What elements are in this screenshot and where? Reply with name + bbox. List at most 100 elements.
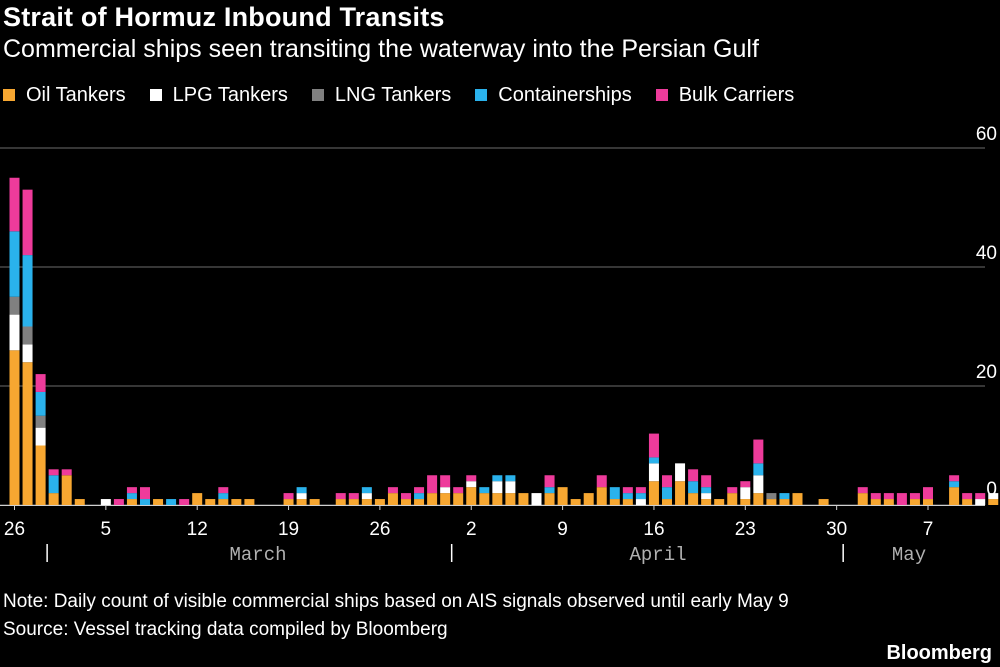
bar-segment [361, 499, 372, 505]
bar-segment [401, 493, 411, 500]
bar-segment [296, 487, 307, 494]
bar-segment [218, 487, 229, 494]
month-label: March [229, 544, 286, 566]
bar-segment [22, 344, 33, 363]
bar-segment [283, 493, 294, 500]
bar-segment [9, 314, 20, 351]
bar-segment [100, 499, 111, 505]
bar-segment [544, 475, 555, 488]
bar-segment [962, 493, 973, 500]
bar-segment [688, 481, 699, 494]
bar-segment [179, 499, 190, 505]
bar-segment [635, 487, 646, 494]
bar-segment [544, 487, 555, 494]
legend-swatch-bulk-carriers [655, 89, 668, 101]
bar-segment [427, 475, 438, 494]
bar-segment [126, 499, 137, 505]
bar-segment [622, 493, 633, 500]
bar-segment [766, 493, 777, 500]
legend-swatch-oil-tankers [3, 89, 15, 101]
bar-segment [361, 487, 372, 494]
bar-segment [492, 475, 503, 482]
bar-segment [909, 499, 920, 505]
bar-segment [35, 391, 46, 416]
bar-segment [414, 499, 425, 505]
bar-segment [949, 481, 960, 488]
bar-segment [414, 487, 425, 494]
bar-segment [896, 493, 907, 505]
bar-segment [962, 499, 973, 505]
bar-segment [648, 457, 659, 464]
bar-segment [9, 231, 20, 297]
bar-segment [779, 493, 790, 500]
bar-segment [140, 499, 150, 505]
x-tick-label: 26 [4, 519, 25, 540]
bar-segment [414, 493, 425, 500]
axes: 60 40 20 0 26 5 12 19 26 2 9 16 23 30 7 March April May [0, 124, 997, 566]
x-tick-label: 16 [643, 519, 664, 540]
bar-segment [518, 493, 529, 505]
legend-swatch-containerships [475, 89, 488, 101]
bar-segment [753, 475, 764, 494]
bar-segment [753, 439, 764, 464]
bar-segment [740, 481, 751, 488]
y-tick-label: 40 [976, 243, 997, 264]
bar-segment [988, 493, 999, 500]
bar-segment [35, 445, 46, 505]
bar-segment [22, 255, 33, 327]
bar-segment [113, 499, 124, 505]
bar-segment [596, 475, 607, 488]
bar-segment [35, 427, 46, 446]
bar-segment [792, 493, 803, 505]
bar-segment [153, 499, 164, 505]
bar-segment [348, 493, 359, 500]
bar-segment [557, 487, 568, 505]
y-tick-label: 0 [986, 479, 997, 500]
bar-segment [505, 475, 516, 482]
bar-segment [975, 499, 986, 505]
bar-segment [662, 475, 672, 488]
bar-segment [35, 374, 46, 392]
bar-segment [570, 499, 581, 505]
bar-segment [909, 493, 920, 500]
bar-segment [166, 499, 177, 505]
chart-subtitle: Commercial ships seen transiting the wat… [3, 35, 759, 63]
bar-segment [296, 499, 307, 505]
x-tick-label: 5 [101, 519, 112, 540]
y-tick-label: 20 [976, 362, 997, 383]
bar-segment [218, 493, 229, 500]
bar-segment [635, 493, 646, 500]
x-tick-label: 19 [278, 519, 299, 540]
bar-segment [949, 487, 960, 505]
x-tick-label: 9 [557, 519, 568, 540]
bar-segment [740, 499, 751, 505]
bloomberg-logo: Bloomberg [886, 642, 992, 664]
bar-segment [9, 177, 20, 232]
x-tick-label: 2 [466, 519, 477, 540]
bar-segment [505, 493, 516, 505]
legend-label-containerships: Containerships [498, 83, 632, 106]
bar-segment [766, 499, 777, 505]
bar-segment [231, 499, 242, 505]
bar-segment [857, 493, 868, 505]
bar-segment [466, 487, 477, 505]
bar-segment [9, 350, 20, 505]
chart-title: Strait of Hormuz Inbound Transits [3, 2, 445, 32]
bar-segment [348, 499, 359, 505]
bar-segment [492, 493, 503, 505]
bar-segment [753, 463, 764, 476]
legend-swatch-lpg-tankers [149, 89, 162, 101]
legend-label-bulk-carriers: Bulk Carriers [678, 83, 795, 106]
legend-item-lpg-tankers: LPG Tankers [149, 84, 288, 107]
y-tick-label: 60 [976, 124, 997, 145]
x-tick-label: 23 [735, 519, 756, 540]
x-tick-label: 12 [187, 519, 208, 540]
x-tick-label: 30 [826, 519, 847, 540]
bar-segment [740, 487, 751, 500]
chart-source: Source: Vessel tracking data compiled by… [3, 619, 448, 640]
bar-segment [779, 499, 790, 505]
bar-segment [296, 493, 307, 500]
bar-segment [753, 493, 764, 505]
bar-segment [701, 487, 712, 494]
bar-segment [361, 493, 372, 500]
